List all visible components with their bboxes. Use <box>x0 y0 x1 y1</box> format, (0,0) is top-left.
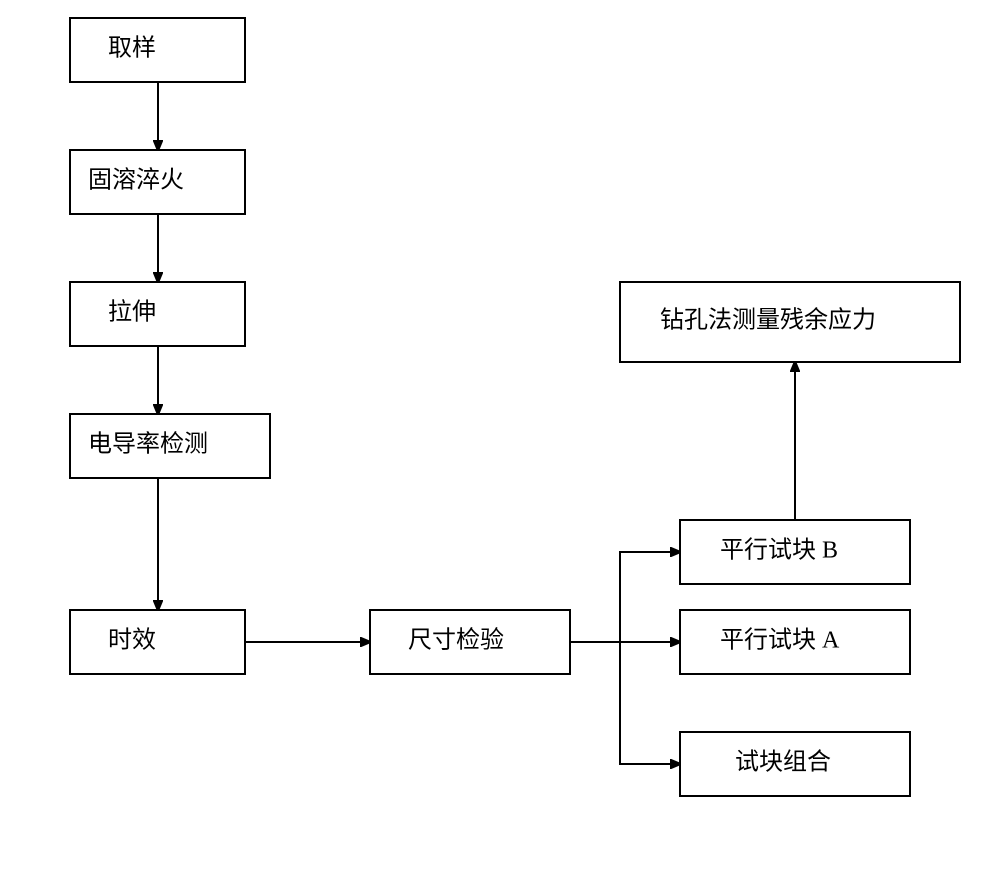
node-n4-label: 电导率检测 <box>88 431 208 458</box>
node-n10-label: 钻孔法测量残余应力 <box>660 307 876 334</box>
node-n7: 平行试块 B <box>680 520 910 584</box>
node-n2-label: 固溶淬火 <box>88 167 184 194</box>
edge-n6-n7 <box>570 552 680 642</box>
edge-n6-n9 <box>570 642 680 764</box>
node-n4: 电导率检测 <box>70 414 270 478</box>
node-n7-label: 平行试块 B <box>720 537 838 564</box>
node-n9: 试块组合 <box>680 732 910 796</box>
node-n1-label: 取样 <box>108 35 156 62</box>
node-n6: 尺寸检验 <box>370 610 570 674</box>
flowchart-diagram: 取样固溶淬火拉伸电导率检测时效 尺寸检验 平行试块 B 平行试块 A 试块组合 钻孔法测量… <box>0 0 1000 870</box>
node-n2: 固溶淬火 <box>70 150 245 214</box>
node-n5: 时效 <box>70 610 245 674</box>
node-n3-label: 拉伸 <box>108 299 156 326</box>
node-n5-label: 时效 <box>108 627 156 654</box>
node-n9-label: 试块组合 <box>735 749 831 776</box>
node-n6-label: 尺寸检验 <box>408 627 504 654</box>
node-n8: 平行试块 A <box>680 610 910 674</box>
node-n10: 钻孔法测量残余应力 <box>620 282 960 362</box>
node-n1: 取样 <box>70 18 245 82</box>
node-n8-label: 平行试块 A <box>720 627 840 654</box>
node-n3: 拉伸 <box>70 282 245 346</box>
